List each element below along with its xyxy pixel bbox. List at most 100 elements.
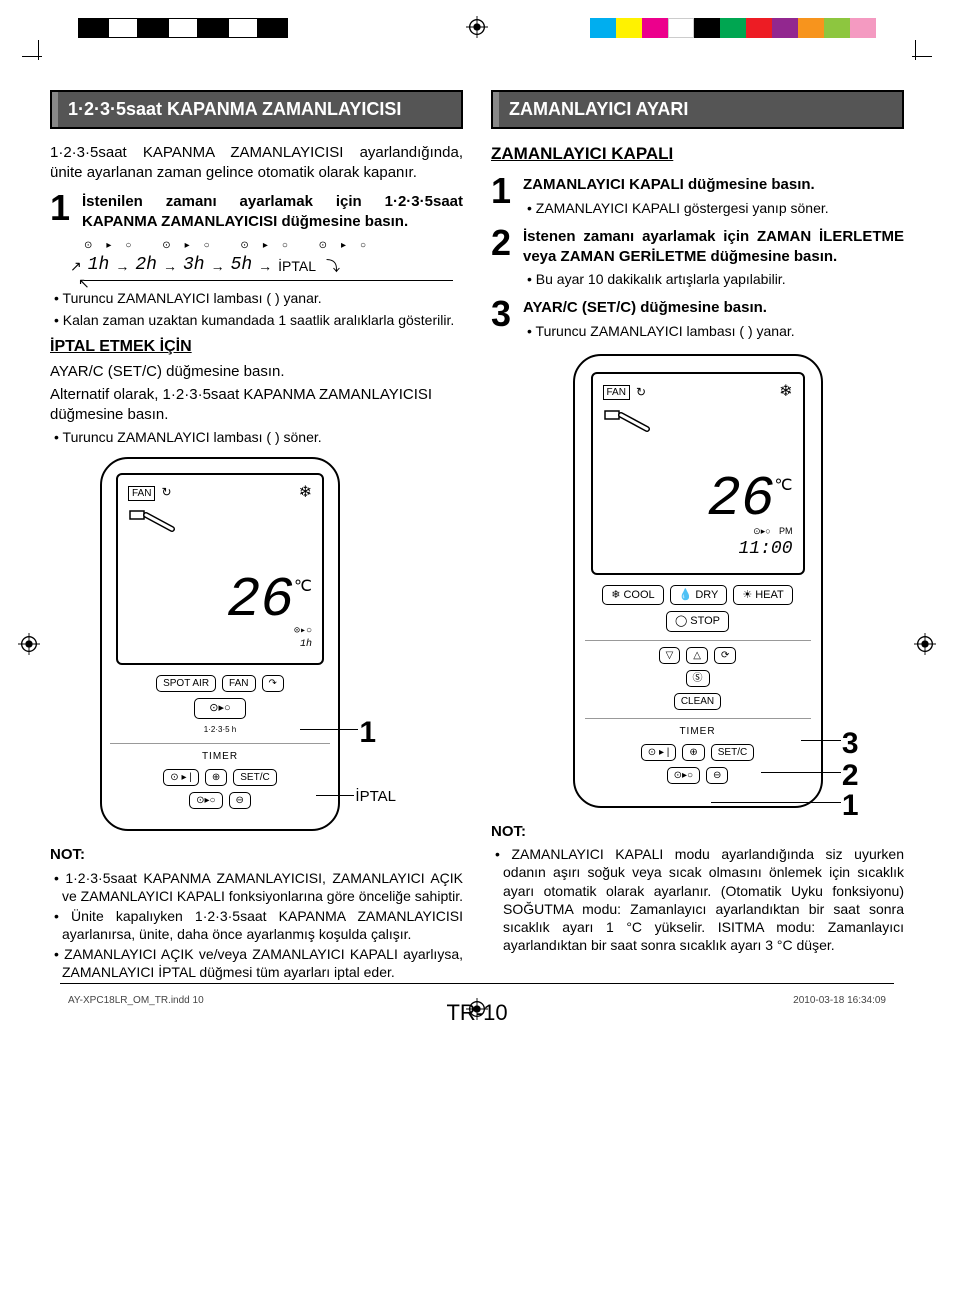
right-column: ZAMANLAYICI AYARI ZAMANLAYICI KAPALI 1 Z…: [491, 90, 904, 984]
cancel-text: AYAR/C (SET/C) düğmesine basın.: [50, 362, 463, 382]
subsection-heading: ZAMANLAYICI KAPALI: [491, 143, 904, 165]
crop-mark: [912, 56, 932, 57]
note-bullet: 1·2·3·5saat KAPANMA ZAMANLAYICISI, ZAMAN…: [50, 869, 463, 905]
temp-down-button[interactable]: ▽: [659, 647, 681, 664]
cancel-heading: İPTAL ETMEK İÇİN: [50, 337, 463, 358]
cancel-label: İPTAL: [278, 257, 316, 275]
lcd-temperature: 26℃: [603, 474, 793, 524]
lcd-screen: FAN ↻ ❄ 26℃ ⊙▸○ 1h: [116, 473, 324, 666]
callout-cancel-label: İPTAL: [355, 787, 396, 807]
clean-button[interactable]: CLEAN: [674, 693, 721, 710]
printer-color-bar-left: [78, 18, 288, 38]
timer-off-button[interactable]: ⊙▸○: [667, 767, 700, 784]
swing-button[interactable]: ↷: [262, 675, 284, 692]
callout-line: [761, 772, 841, 773]
bullet: Turuncu ZAMANLAYICI lambası ( ) yanar.: [523, 322, 904, 340]
crop-mark: [38, 40, 39, 60]
set-c-button[interactable]: SET/C: [711, 744, 754, 761]
lcd-screen: FAN ↻ ❄ 26℃ ⊙▸○ PM 11:00: [591, 372, 805, 575]
section-title: ZAMANLAYICI AYARI: [493, 92, 902, 127]
timer-section-label: TIMER: [116, 750, 324, 763]
callout-line: [316, 795, 354, 796]
step-text: İstenilen zamanı ayarlamak için 1·2·3·5s…: [82, 192, 463, 231]
auto-icon: ↻: [636, 385, 646, 401]
note-bullet: Ünite kapalıyken 1·2·3·5saat KAPANMA ZAM…: [50, 907, 463, 943]
timer-on-button[interactable]: ⊙ ▸ |: [641, 744, 677, 761]
footer-rule: [60, 983, 894, 984]
time-minus-button[interactable]: ⊖: [229, 792, 251, 809]
lcd-time: 11:00: [603, 538, 793, 561]
remote-figure-left: FAN ↻ ❄ 26℃ ⊙▸○ 1h SPOT AIR FAN ↷: [100, 457, 340, 831]
remote-figure-right: FAN ↻ ❄ 26℃ ⊙▸○ PM 11:00 ❄ COOL 💧: [573, 354, 823, 808]
timer-on-button[interactable]: ⊙ ▸ |: [163, 769, 199, 786]
callout-line: [801, 740, 841, 741]
set-c-button[interactable]: SET/C: [233, 769, 276, 786]
registration-mark-icon: [914, 633, 936, 655]
intro-text: 1·2·3·5saat KAPANMA ZAMANLAYICISI ayarla…: [50, 143, 463, 182]
fan-button[interactable]: FAN: [222, 675, 255, 692]
registration-mark-icon: [18, 633, 40, 655]
callout-number: 1: [842, 786, 859, 825]
time-minus-button[interactable]: ⊖: [706, 767, 728, 784]
time-plus-button[interactable]: ⊕: [682, 744, 704, 761]
timer-sequence-diagram: ⊙▸○ ⊙▸○ ⊙▸○ ⊙▸○ ↗ 1h→ 2h→ 3h→ 5h→ İPTAL …: [70, 239, 463, 280]
step-text: ZAMANLAYICI KAPALI düğmesine basın.: [523, 175, 904, 195]
swing-icon: [603, 409, 793, 445]
lcd-temperature: 26℃: [128, 575, 312, 625]
s-button[interactable]: Ⓢ: [686, 670, 710, 687]
temp-up-button[interactable]: △: [686, 647, 708, 664]
sequence-icons: ⊙▸○ ⊙▸○ ⊙▸○ ⊙▸○: [84, 239, 463, 252]
lcd-pm-indicator: ⊙▸○ PM: [603, 525, 793, 538]
step-number: 2: [491, 227, 517, 259]
spot-air-button[interactable]: SPOT AIR: [156, 675, 216, 692]
swing-icon: [128, 509, 312, 545]
printer-color-bar-right: [590, 18, 876, 38]
step-1: 1 İstenilen zamanı ayarlamak için 1·2·3·…: [50, 192, 463, 231]
note-bullet: ZAMANLAYICI AÇIK ve/veya ZAMANLAYICI KAP…: [50, 945, 463, 981]
auto-icon: ↻: [161, 485, 171, 501]
callout-line: [300, 729, 358, 730]
bullet: Bu ayar 10 dakikalık artışlarla yapılabi…: [523, 270, 904, 288]
footer-filename: AY-XPC18LR_OM_TR.indd 10: [68, 995, 204, 1006]
note-bullet: ZAMANLAYICI KAPALI modu ayarlandığında s…: [491, 845, 904, 954]
stop-button[interactable]: ◯ STOP: [666, 611, 729, 631]
crop-mark: [22, 56, 42, 57]
step-number: 1: [50, 192, 76, 224]
callout-number: 1: [359, 713, 376, 752]
step-number: 1: [491, 175, 517, 207]
bullet: Kalan zaman uzaktan kumandada 1 saatlik …: [50, 311, 463, 329]
swing-button[interactable]: ⟳: [714, 647, 736, 664]
callout-line: [711, 802, 841, 803]
timer-off-button[interactable]: ⊙▸○: [189, 792, 222, 809]
dry-button[interactable]: 💧 DRY: [670, 585, 728, 605]
registration-mark-icon: [466, 998, 488, 1020]
timer-section-label: TIMER: [591, 725, 805, 738]
section-header: 1·2·3·5saat KAPANMA ZAMANLAYICISI: [50, 90, 463, 129]
section-header: ZAMANLAYICI AYARI: [491, 90, 904, 129]
timer-hours-button[interactable]: ⊙▸○: [194, 698, 245, 718]
heat-button[interactable]: ☀ HEAT: [733, 585, 792, 605]
cool-button[interactable]: ❄ COOL: [602, 585, 663, 605]
bullet: Turuncu ZAMANLAYICI lambası ( ) yanar.: [50, 289, 463, 307]
step-2: 2 İstenen zamanı ayarlamak için ZAMAN İL…: [491, 227, 904, 292]
section-title: 1·2·3·5saat KAPANMA ZAMANLAYICISI: [52, 92, 461, 127]
fan-mode-icon: FAN: [128, 486, 155, 501]
hours-label: 1·2·3·5 h: [116, 725, 324, 735]
fan-mode-icon: FAN: [603, 385, 630, 400]
footer-timestamp: 2010-03-18 16:34:09: [793, 995, 886, 1006]
cancel-text: Alternatif olarak, 1·2·3·5saat KAPANMA Z…: [50, 385, 463, 424]
step-3: 3 AYAR/C (SET/C) düğmesine basın. Turunc…: [491, 298, 904, 344]
snowflake-icon: ❄: [779, 382, 792, 403]
step-text: AYAR/C (SET/C) düğmesine basın.: [523, 298, 904, 318]
note-heading: NOT:: [50, 845, 463, 865]
registration-mark-icon: [466, 16, 488, 38]
step-number: 3: [491, 298, 517, 330]
bullet: Turuncu ZAMANLAYICI lambası ( ) söner.: [50, 428, 463, 446]
step-text: İstenen zamanı ayarlamak için ZAMAN İLER…: [523, 227, 904, 266]
left-column: 1·2·3·5saat KAPANMA ZAMANLAYICISI 1·2·3·…: [50, 90, 463, 984]
step-1: 1 ZAMANLAYICI KAPALI düğmesine basın. ZA…: [491, 175, 904, 221]
bullet: ZAMANLAYICI KAPALI göstergesi yanıp söne…: [523, 199, 904, 217]
crop-mark: [915, 40, 916, 60]
time-plus-button[interactable]: ⊕: [205, 769, 227, 786]
snowflake-icon: ❄: [299, 483, 312, 504]
